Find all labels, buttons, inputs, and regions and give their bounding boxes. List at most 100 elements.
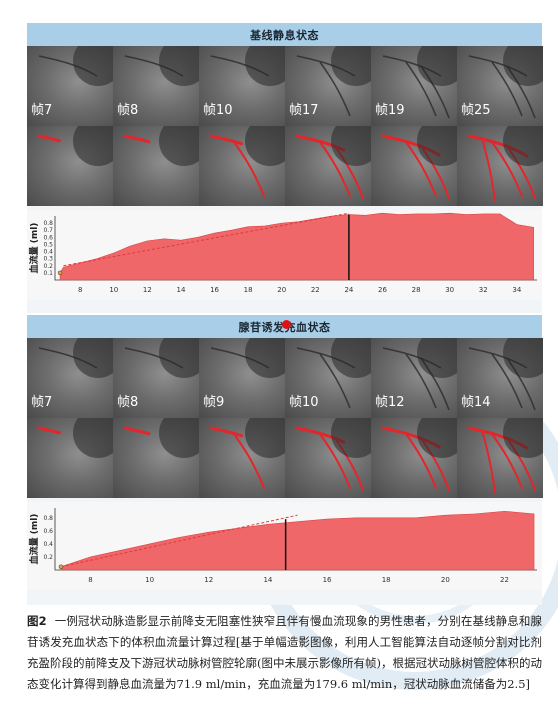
x-tick-label: 20 xyxy=(277,286,286,294)
segmentation-overlay xyxy=(123,426,185,450)
frame-label: 帧7 xyxy=(31,103,53,118)
segmentation-overlay xyxy=(467,426,536,494)
vessel-contrast xyxy=(382,55,442,77)
vessel-segment xyxy=(233,141,265,197)
y-tick-label: 0.4 xyxy=(43,249,53,256)
vessel-segment xyxy=(37,134,99,158)
segmented-frame xyxy=(457,418,543,498)
angiogram-frame: 帧17 xyxy=(285,46,371,126)
vessel-segment xyxy=(209,426,271,450)
vessel-contrast xyxy=(124,55,184,77)
x-tick-label: 14 xyxy=(176,286,185,294)
segmented-frame xyxy=(27,418,113,498)
flow-area-series xyxy=(60,510,535,571)
segmented-frame xyxy=(371,126,457,206)
flow-chart: 血流量 (ml) 8 10 12 14 16 18 20 22 24 26 28 30 32 34 0.1 0.… xyxy=(27,210,542,300)
vessel-segment xyxy=(319,141,351,197)
angiogram-frames-segmented xyxy=(27,126,543,206)
x-tick-label: 22 xyxy=(311,286,320,294)
vessel-segment xyxy=(123,134,185,158)
segmentation-overlay xyxy=(209,134,271,197)
trend-line xyxy=(63,212,349,267)
frame-label: 帧17 xyxy=(289,103,319,118)
vessel-contrast xyxy=(491,61,523,117)
trend-line xyxy=(60,514,298,568)
segmentation-overlay xyxy=(123,134,185,158)
y-tick-label: 0.1 xyxy=(43,270,53,277)
y-tick-label: 0.6 xyxy=(43,234,53,241)
x-tick-label: 18 xyxy=(244,286,253,294)
frame-label: 帧14 xyxy=(461,395,491,410)
segmented-frame xyxy=(199,418,285,498)
vessel-segment xyxy=(209,134,271,158)
vessel-contrast xyxy=(296,55,356,77)
vessel-segment xyxy=(481,429,496,494)
segmented-frame xyxy=(113,418,199,498)
vessel-contrast xyxy=(468,55,528,77)
vessel-segment xyxy=(37,426,99,450)
vessel-contrast xyxy=(210,347,270,369)
x-tick-label: 10 xyxy=(145,576,154,584)
x-tick-label: 22 xyxy=(500,576,509,584)
vessel-contrast xyxy=(405,61,437,117)
flow-chart-svg: 血流量 (ml) 8 10 12 14 16 18 20 22 0.2 0.4 0.6 0.8 xyxy=(28,508,537,584)
vessel-segment xyxy=(405,141,437,197)
figure-panel-baseline: 基线静息状态 帧7 帧8 帧10 帧17 帧19 帧25 血流量 (ml) 8 10 12 14 1… xyxy=(27,23,543,313)
segmented-frame xyxy=(457,126,543,206)
y-tick-label: 0.4 xyxy=(43,541,53,548)
flow-chart-svg: 血流量 (ml)8 10 12 14 16 18 20 22 24 26 28 30 32 340.10.… xyxy=(28,212,537,294)
angiogram-frames-raw: 帧7 帧8 帧9 帧10 帧12 帧14 xyxy=(27,338,543,418)
vessel-segment xyxy=(481,137,496,202)
red-dot-marker xyxy=(282,320,291,329)
segmented-frame xyxy=(113,126,199,206)
x-tick-label: 10 xyxy=(109,286,118,294)
start-point xyxy=(58,564,64,569)
figure-caption: 图2 一例冠状动脉造影显示前降支无阻塞性狭窄且伴有慢血流现象的男性患者，分别在基线… xyxy=(27,611,542,695)
angiogram-frame: 帧10 xyxy=(285,338,371,418)
segmented-frame xyxy=(371,418,457,498)
frame-label: 帧8 xyxy=(117,103,139,118)
x-tick-label: 28 xyxy=(412,286,421,294)
vessel-segment xyxy=(491,433,523,489)
vessel-contrast xyxy=(405,353,437,409)
vessel-segment xyxy=(295,134,357,158)
x-tick-label: 24 xyxy=(344,286,353,294)
angiogram-frame: 帧10 xyxy=(199,46,285,126)
segmentation-overlay xyxy=(467,134,536,202)
angiogram-frame: 帧14 xyxy=(457,338,543,418)
segmented-frame xyxy=(285,418,371,498)
frame-label: 帧9 xyxy=(203,395,225,410)
x-tick-label: 30 xyxy=(445,286,454,294)
vessel-segment xyxy=(467,134,529,158)
x-tick-label: 34 xyxy=(512,286,521,294)
frame-label: 帧10 xyxy=(203,103,233,118)
x-tick-label: 16 xyxy=(210,286,219,294)
vessel-contrast xyxy=(491,353,523,409)
vessel-segment xyxy=(381,426,443,450)
segmented-frame xyxy=(27,126,113,206)
angiogram-frame: 帧9 xyxy=(199,338,285,418)
panel-title: 基线静息状态 xyxy=(27,23,542,46)
frame-label: 帧25 xyxy=(461,103,491,118)
x-tick-label: 20 xyxy=(441,576,450,584)
vessel-segment xyxy=(233,433,265,489)
y-tick-label: 0.7 xyxy=(43,227,53,234)
angiogram-frame: 帧19 xyxy=(371,46,457,126)
vessel-contrast xyxy=(38,347,98,369)
x-tick-label: 12 xyxy=(204,576,213,584)
vessel-contrast xyxy=(38,55,98,77)
frame-label: 帧8 xyxy=(117,395,139,410)
segmented-frame xyxy=(199,126,285,206)
angiogram-frame: 帧7 xyxy=(27,338,113,418)
vessel-contrast xyxy=(468,347,528,369)
y-tick-label: 0.2 xyxy=(43,263,53,270)
segmentation-overlay xyxy=(381,426,450,491)
caption-text: 一例冠状动脉造影显示前降支无阻塞性狭窄且伴有慢血流现象的男性患者，分别在基线静息… xyxy=(27,614,542,691)
angiogram-frame: 帧12 xyxy=(371,338,457,418)
segmented-frame xyxy=(285,126,371,206)
vessel-contrast xyxy=(382,347,442,369)
angiogram-frames-segmented xyxy=(27,418,543,498)
vessel-contrast xyxy=(319,353,351,409)
vessel-segment xyxy=(467,426,529,450)
